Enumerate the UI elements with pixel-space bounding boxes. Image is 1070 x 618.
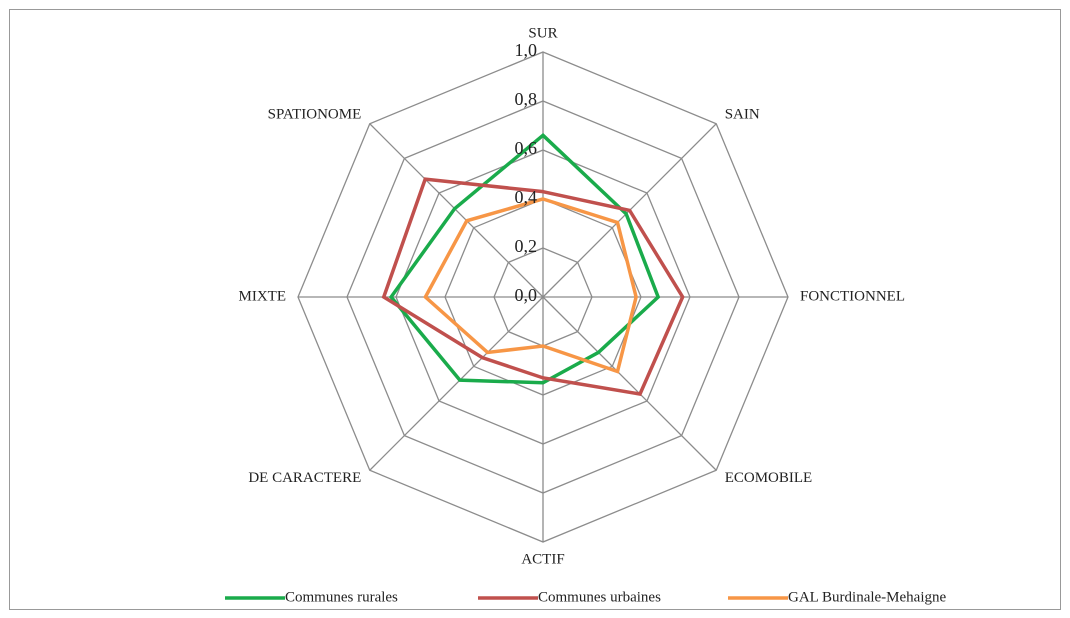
legend-label: Communes urbaines [538,589,661,605]
series-line [388,132,661,385]
y-tick-label: 0,8 [515,89,538,109]
axis-label: FONCTIONNEL [800,288,905,304]
y-tick-label: 1,0 [515,40,538,60]
axis-label: SUR [528,25,557,41]
spoke [542,296,717,471]
axis-label: ECOMOBILE [725,470,813,486]
axis-label: ACTIF [521,551,564,567]
spoke [369,123,544,298]
y-tick-label: 0,0 [515,285,538,305]
y-tick-label: 0,2 [515,236,538,256]
axis-label: SPATIONOME [268,107,362,123]
axis-label: MIXTE [239,288,287,304]
axis-label: SAIN [725,107,760,123]
series-line [381,177,685,396]
y-tick-label: 0,4 [515,187,538,207]
frame [9,9,1061,610]
axis-label: DE CARACTERE [248,470,361,486]
series-line [423,197,638,374]
spoke [369,296,544,471]
legend-label: Communes rurales [285,589,398,605]
y-tick-label: 0,6 [515,138,538,158]
legend-label: GAL Burdinale-Mehaigne [788,589,946,605]
